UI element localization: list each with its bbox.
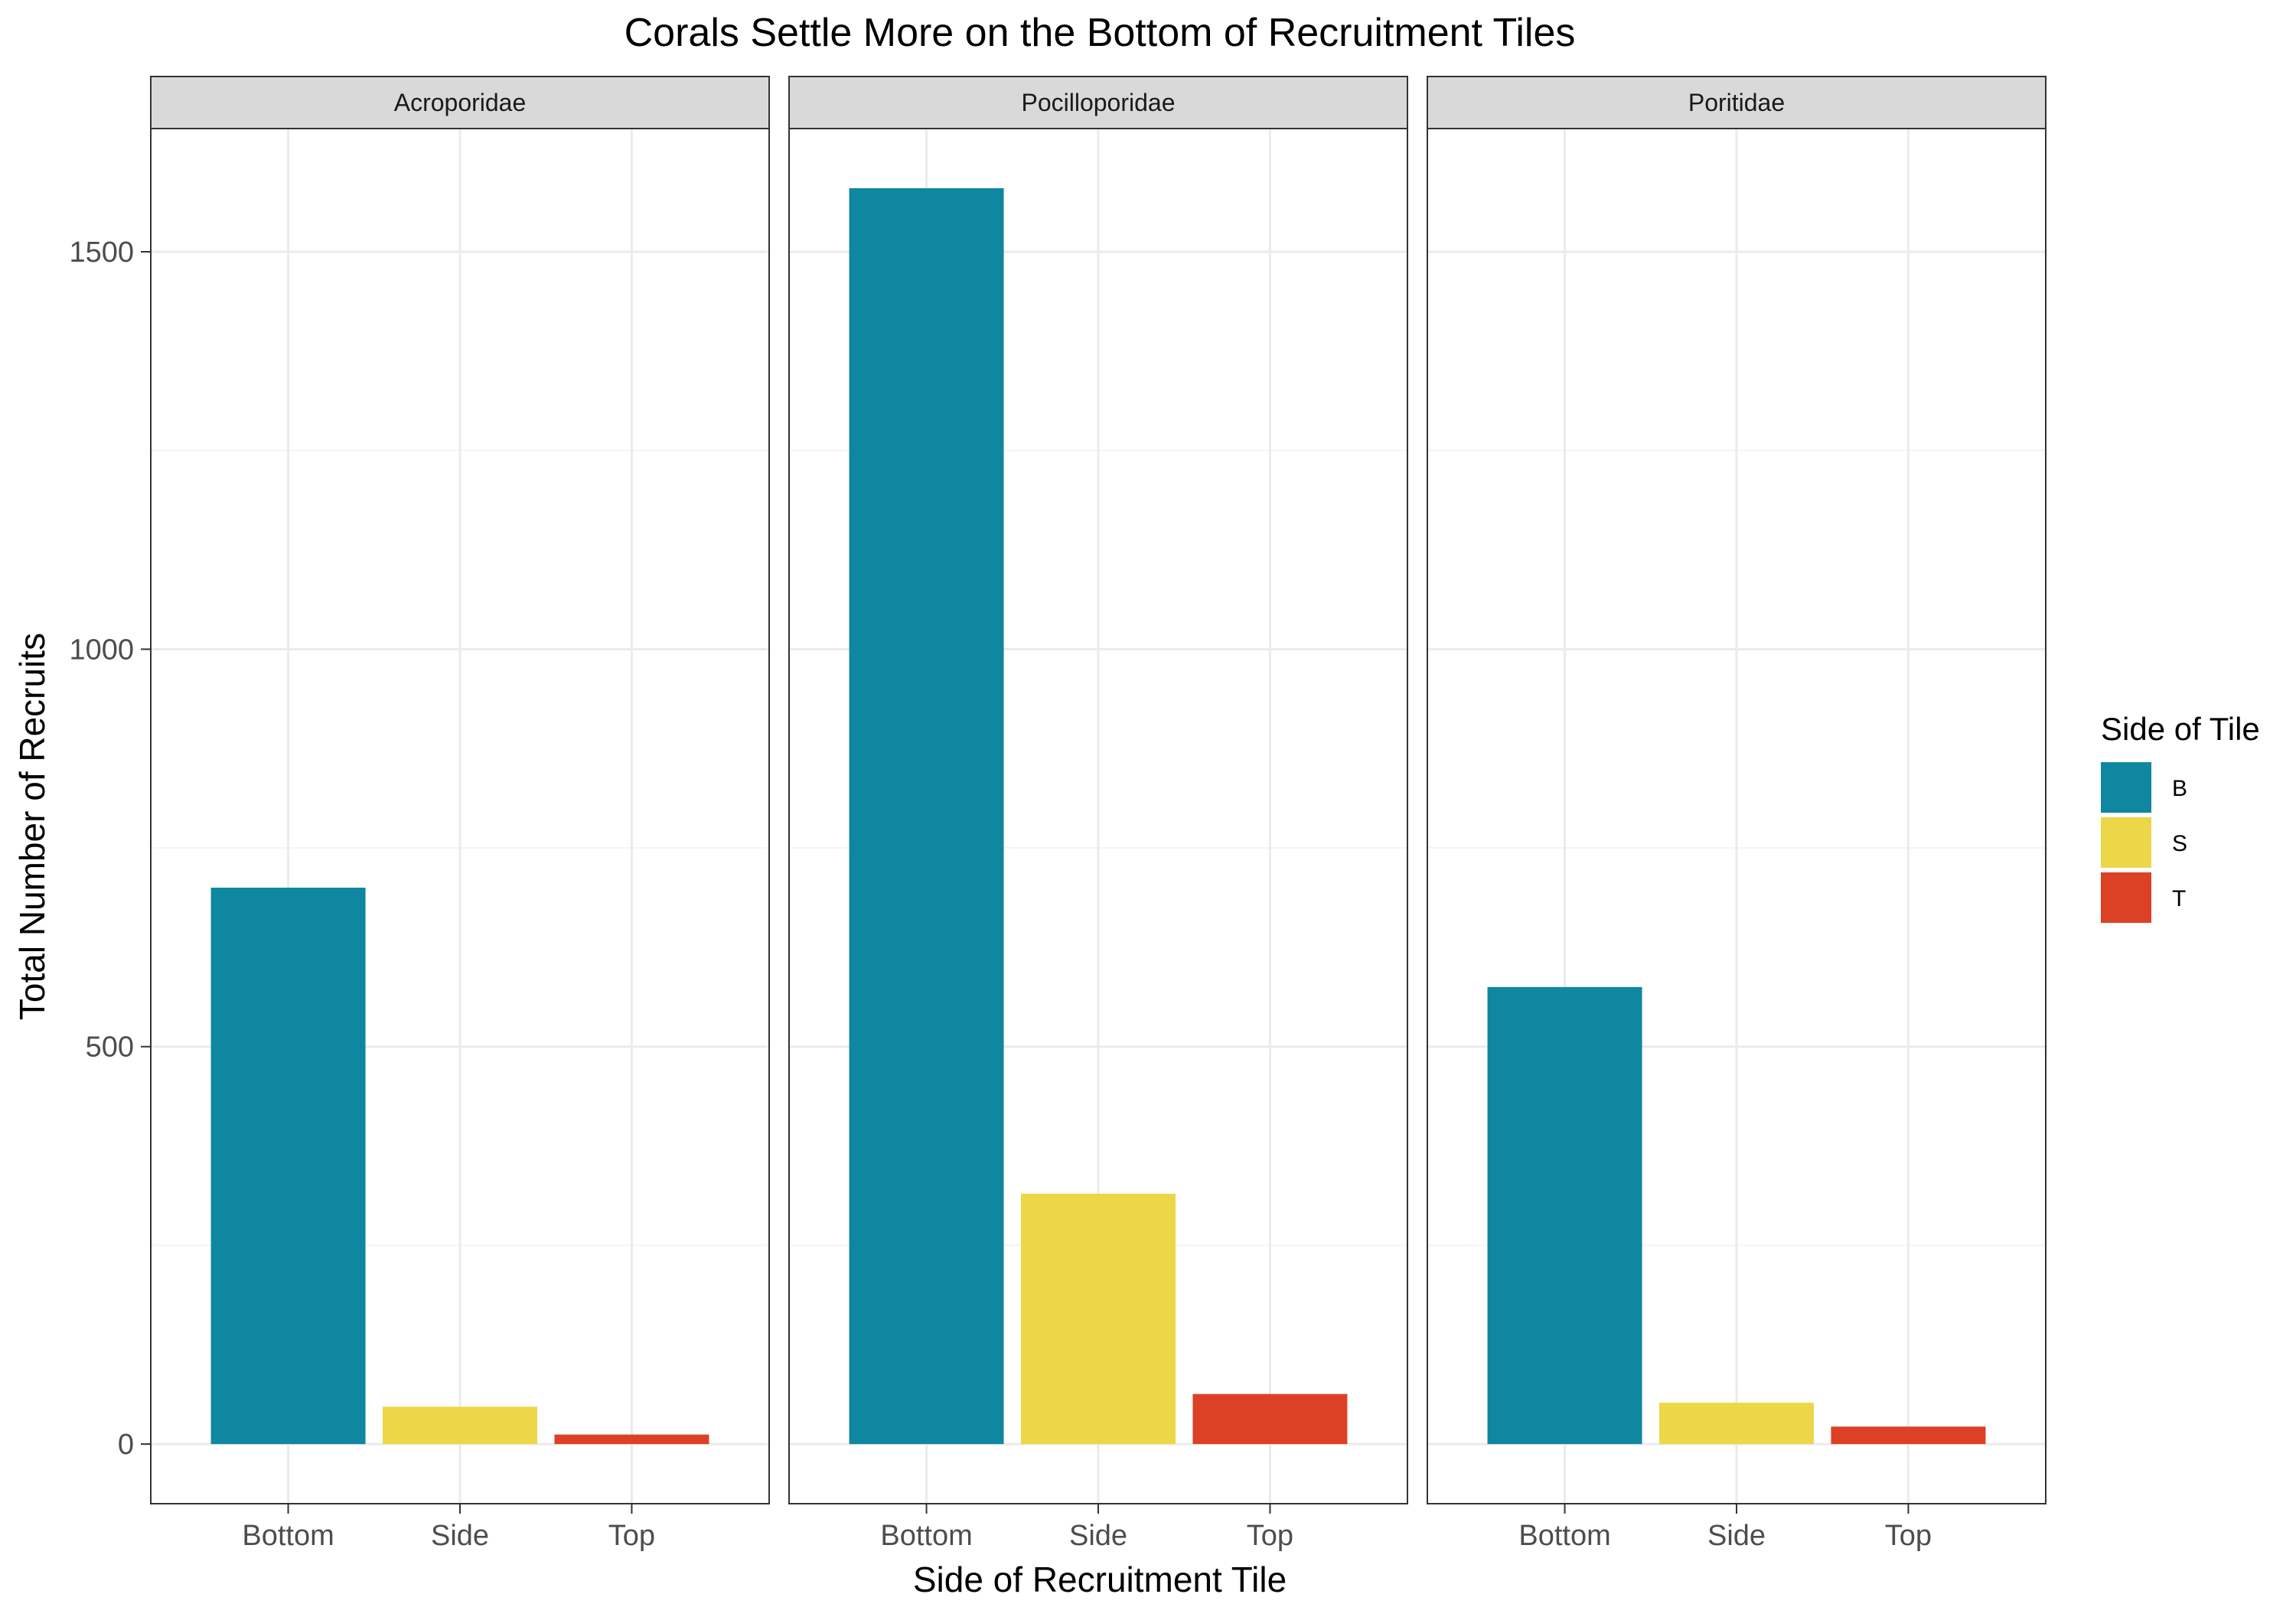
facet-strip-label: Poritidae xyxy=(1688,89,1785,116)
facet-strip xyxy=(1427,76,2047,129)
x-tick-label: Bottom xyxy=(1518,1520,1610,1552)
x-axis-title: Side of Recruitment Tile xyxy=(913,1560,1287,1599)
facet-panels: Acroporidae Bottom Side Top Pocilloporidae Bo… xyxy=(150,76,2047,1552)
x-tick-label: Bottom xyxy=(242,1520,334,1552)
facet-panel: Pocilloporidae Bottom Side Top xyxy=(788,76,1408,1552)
y-axis: 0 500 1000 1500 xyxy=(69,236,151,1461)
legend-title: Side of Tile xyxy=(2101,711,2260,747)
x-tick-label: Side xyxy=(431,1520,489,1552)
y-axis-title: Total Number of Recruits xyxy=(12,633,52,1020)
bar-bottom xyxy=(210,887,366,1445)
bar-top xyxy=(1831,1426,1986,1445)
legend-label: T xyxy=(2172,886,2186,911)
bar-top xyxy=(1192,1393,1348,1445)
x-tick-label: Side xyxy=(1707,1520,1766,1552)
x-tick-label: Side xyxy=(1069,1520,1127,1552)
y-tick-label: 500 xyxy=(86,1032,134,1064)
facet-strip xyxy=(150,76,770,129)
bar-bottom xyxy=(849,187,1004,1445)
bar-side xyxy=(1021,1193,1176,1445)
legend-key-b xyxy=(2101,762,2151,813)
y-tick-label: 1500 xyxy=(69,236,134,269)
x-tick-label: Top xyxy=(608,1520,655,1552)
y-tick-label: 0 xyxy=(118,1429,134,1461)
facet-strip-label: Pocilloporidae xyxy=(1021,89,1175,116)
x-tick-label: Top xyxy=(1885,1520,1932,1552)
x-tick-label: Top xyxy=(1247,1520,1293,1552)
bar-bottom xyxy=(1487,986,1642,1445)
bar-top xyxy=(554,1434,709,1445)
legend-key-t xyxy=(2101,872,2151,923)
legend-items: B S T xyxy=(2101,762,2187,923)
legend: Side of Tile B S T xyxy=(2101,711,2260,923)
y-tick-label: 1000 xyxy=(69,634,134,666)
facet-strip xyxy=(788,76,1408,129)
chart-title: Corals Settle More on the Bottom of Recr… xyxy=(625,11,1576,55)
facet-panel: Poritidae Bottom Side Top xyxy=(1427,76,2047,1552)
facet-panel: Acroporidae Bottom Side Top xyxy=(150,76,770,1552)
legend-label: B xyxy=(2172,776,2187,801)
facet-strip-label: Acroporidae xyxy=(394,89,527,116)
legend-label: S xyxy=(2172,831,2187,856)
x-tick-label: Bottom xyxy=(880,1520,972,1552)
legend-key-s xyxy=(2101,817,2151,868)
bar-side xyxy=(383,1407,537,1445)
bar-side xyxy=(1659,1403,1814,1445)
